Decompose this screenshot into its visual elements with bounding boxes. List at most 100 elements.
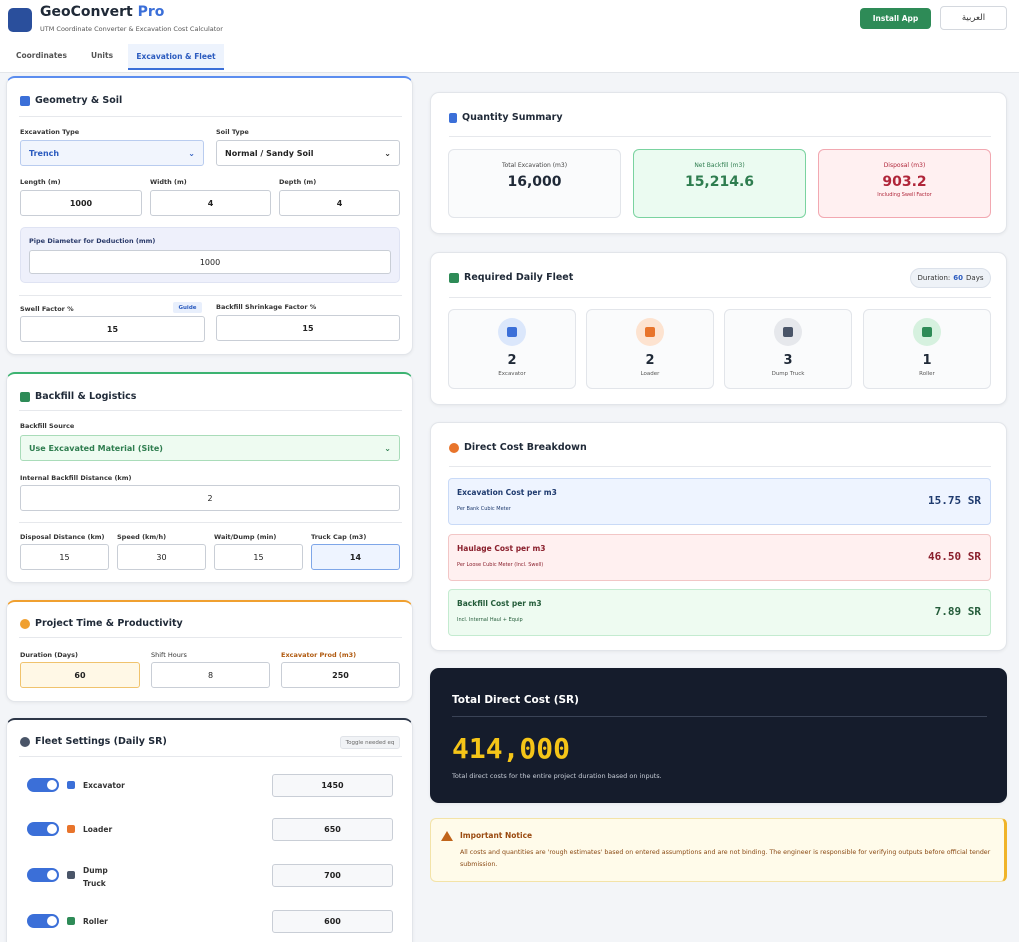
app-icon <box>8 8 32 32</box>
equipment-name: Roller <box>83 917 108 926</box>
fleet-icon-glyph <box>783 327 793 337</box>
geometry-panel: Geometry & Soil Excavation Type Trench ⌄ … <box>6 76 413 355</box>
input[interactable]: 14 <box>311 544 400 570</box>
daily-fleet-panel: Required Daily Fleet Duration: 60 Days 2 Ex… <box>430 252 1007 405</box>
tab[interactable]: Units <box>91 51 114 60</box>
notice-title: Important Notice <box>460 831 533 840</box>
field-label: Wait/Dump (min) <box>214 533 277 541</box>
input[interactable]: 2 <box>20 485 400 511</box>
equipment-name: Excavator <box>83 781 125 790</box>
app-name: GeoConvert <box>40 4 133 20</box>
fleet-card: 2 Loader <box>586 309 714 389</box>
input[interactable]: 4 <box>150 190 271 216</box>
rate-input[interactable]: 650 <box>272 818 393 841</box>
field-label: Pipe Diameter for Deduction (mm) <box>29 237 156 245</box>
app-badge: Pro <box>137 4 165 20</box>
select[interactable]: Normal / Sandy Soil ⌄ <box>216 140 400 166</box>
select[interactable]: Trench ⌄ <box>20 140 204 166</box>
field-label: Duration (Days) <box>20 651 78 659</box>
fleet-name: Loader <box>640 371 660 377</box>
field-label: Truck Cap (m3) <box>311 533 367 541</box>
fleet-card: 3 Dump Truck <box>724 309 852 389</box>
rate-input[interactable]: 600 <box>272 910 393 933</box>
input[interactable]: 250 <box>281 662 400 688</box>
language-button[interactable]: العربية <box>940 6 1007 30</box>
card-label: Total Excavation (m3) <box>501 162 568 169</box>
field-label: Speed (km/h) <box>117 533 167 541</box>
total-panel: Total Direct Cost (SR) 414,000 Total dir… <box>430 668 1007 803</box>
input[interactable]: 15 <box>214 544 303 570</box>
panel-title: Geometry & Soil <box>35 95 123 106</box>
fleet-count: 1 <box>922 353 932 368</box>
rate-input[interactable]: 1450 <box>272 774 393 797</box>
card-label: Net Backfill (m3) <box>694 162 745 169</box>
rate-input[interactable]: 700 <box>272 864 393 887</box>
cost-value: 7.89 SR <box>934 605 981 618</box>
input[interactable]: 8 <box>151 662 270 688</box>
install-button[interactable]: Install App <box>860 8 931 29</box>
header: GeoConvert Pro UTM Coordinate Converter … <box>0 0 1019 73</box>
panel-title: Required Daily Fleet <box>464 272 574 283</box>
pill-label: Duration: <box>917 274 951 282</box>
fleet-name: Dump Truck <box>771 371 805 377</box>
input[interactable]: 60 <box>20 662 140 688</box>
fleet-count: 2 <box>645 353 655 368</box>
cost-note: Per Loose Cubic Meter (Incl. Swell) <box>457 561 544 568</box>
select-value: Normal / Sandy Soil <box>225 148 314 158</box>
toggle[interactable] <box>27 914 59 928</box>
input[interactable]: 15 <box>20 544 109 570</box>
field-label: Length (m) <box>20 178 61 186</box>
panel-title: Project Time & Productivity <box>35 618 183 629</box>
fleet-name: Roller <box>919 371 935 377</box>
select-value: Use Excavated Material (Site) <box>29 443 163 453</box>
quantity-summary-panel: Quantity Summary Total Excavation (m3) 1… <box>430 92 1007 234</box>
total-value: 414,000 <box>452 732 571 765</box>
field-label: Shift Hours <box>151 651 187 659</box>
warning-icon <box>441 831 453 841</box>
toggle[interactable] <box>27 778 59 792</box>
field-label: Disposal Distance (km) <box>20 533 105 541</box>
hint-badge: Toggle needed eq <box>340 736 400 749</box>
panel-title: Backfill & Logistics <box>35 391 137 402</box>
total-note: Total direct costs for the entire projec… <box>452 772 662 780</box>
notice-text: All costs and quantities are 'rough esti… <box>460 849 991 868</box>
fleet-card: 1 Roller <box>863 309 991 389</box>
equipment-name: Dump Truck <box>83 866 108 888</box>
fleet-count: 2 <box>507 353 517 368</box>
input[interactable]: 15 <box>20 316 205 342</box>
duration-pill: Duration: 60 Days <box>910 268 991 288</box>
app-title: GeoConvert Pro <box>40 4 164 20</box>
cost-breakdown-panel: Direct Cost Breakdown Excavation Cost pe… <box>430 422 1007 651</box>
card-value: 15,214.6 <box>684 174 755 190</box>
card-value: 16,000 <box>507 174 562 190</box>
cost-row: Backfill Cost per m3 Incl. Internal Haul … <box>448 589 991 636</box>
tab[interactable]: Coordinates <box>16 51 67 60</box>
cost-value: 15.75 SR <box>928 494 981 507</box>
equipment-icon <box>67 917 75 925</box>
cost-label: Excavation Cost per m3 <box>457 488 557 497</box>
toggle[interactable] <box>27 822 59 836</box>
input[interactable]: 15 <box>216 315 400 341</box>
panel-title: Direct Cost Breakdown <box>464 442 587 453</box>
field-label: Internal Backfill Distance (km) <box>20 474 132 482</box>
card-label: Disposal (m3) <box>883 162 926 169</box>
equipment-icon <box>67 781 75 789</box>
field-label: Excavation Type <box>20 128 80 136</box>
input[interactable]: 1000 <box>29 250 391 274</box>
select[interactable]: Use Excavated Material (Site) ⌄ <box>20 435 400 461</box>
tab-active[interactable]: Excavation & Fleet <box>128 44 224 70</box>
notice: Important Notice All costs and quantitie… <box>430 818 1007 882</box>
summary-card: Net Backfill (m3) 15,214.6 <box>633 149 806 218</box>
toggle[interactable] <box>27 868 59 882</box>
input[interactable]: 4 <box>279 190 400 216</box>
fleet-settings-panel: Fleet Settings (Daily SR) Toggle needed … <box>6 718 413 942</box>
field-label: Width (m) <box>150 178 187 186</box>
fleet-card: 2 Excavator <box>448 309 576 389</box>
input[interactable]: 1000 <box>20 190 142 216</box>
summary-card: Total Excavation (m3) 16,000 <box>448 149 621 218</box>
field-label: Excavator Prod (m3) <box>281 651 357 659</box>
guide-button[interactable]: Guide <box>173 302 202 313</box>
field-label: Swell Factor % <box>20 305 74 313</box>
total-title: Total Direct Cost (SR) <box>452 694 579 706</box>
input[interactable]: 30 <box>117 544 206 570</box>
